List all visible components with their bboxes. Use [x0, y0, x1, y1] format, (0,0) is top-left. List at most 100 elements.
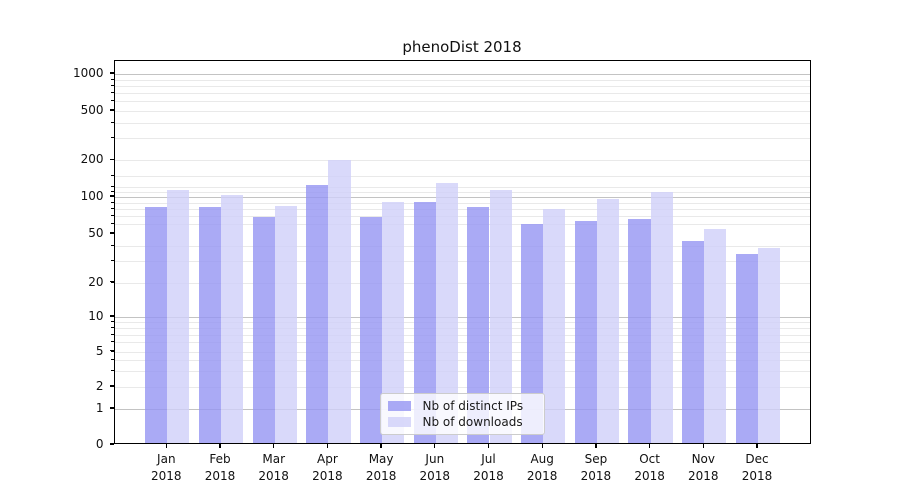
- bar-downloads: [704, 228, 727, 443]
- y-tick-mark: [109, 109, 114, 111]
- minor-gridline: [114, 282, 810, 284]
- x-tick-mark: [487, 444, 490, 448]
- bar-distinct-ips: [467, 206, 490, 443]
- y-tick-mark: [109, 232, 114, 234]
- x-tick-year: 2018: [634, 469, 665, 483]
- bar-downloads: [435, 183, 458, 443]
- x-tick-year: 2018: [526, 469, 558, 483]
- bar-distinct-ips: [306, 185, 329, 443]
- y-minor-tick-mark: [111, 78, 114, 80]
- minor-gridline: [114, 245, 810, 247]
- x-tick-year: 2018: [204, 469, 236, 483]
- bar-distinct-ips: [682, 241, 705, 443]
- y-tick-label: 1000: [72, 66, 104, 80]
- x-tick-label: Apr 2018: [299, 451, 355, 485]
- minor-gridline: [114, 93, 810, 95]
- x-tick-mark: [595, 444, 597, 448]
- x-tick-month: Nov: [691, 452, 715, 466]
- minor-gridline: [114, 138, 810, 140]
- x-tick-label: Dec 2018: [729, 451, 785, 485]
- minor-gridline: [114, 175, 810, 177]
- y-tick-label: 10: [88, 309, 104, 323]
- bar-distinct-ips: [574, 220, 597, 443]
- y-tick-mark: [109, 349, 114, 352]
- y-minor-tick-mark: [111, 370, 114, 372]
- x-tick-year: 2018: [258, 469, 289, 483]
- y-tick-label: 50: [88, 226, 104, 240]
- x-tick-year: 2018: [365, 469, 397, 483]
- x-tick-year: 2018: [580, 469, 612, 483]
- x-tick-mark: [165, 444, 167, 448]
- y-minor-tick-mark: [111, 92, 114, 94]
- y-minor-tick-mark: [111, 110, 114, 111]
- minor-gridline: [114, 334, 810, 336]
- y-minor-tick-mark: [111, 223, 114, 225]
- minor-gridline: [114, 187, 810, 189]
- y-tick-mark: [109, 443, 114, 445]
- y-minor-tick-mark: [111, 386, 114, 387]
- minor-gridline: [114, 101, 810, 103]
- x-tick-mark: [219, 444, 221, 448]
- y-minor-tick-mark: [111, 201, 114, 203]
- x-tick-label: Jul 2018: [461, 451, 517, 485]
- legend-item-downloads: Nb of downloads: [387, 414, 536, 430]
- minor-gridline: [114, 160, 810, 162]
- y-tick-label: 0: [95, 437, 104, 451]
- y-minor-tick-mark: [111, 100, 114, 102]
- bar-downloads: [489, 189, 512, 443]
- bar-distinct-ips: [359, 217, 383, 443]
- x-tick-mark: [380, 444, 382, 448]
- x-tick-mark: [434, 444, 436, 448]
- y-tick-mark: [109, 158, 114, 160]
- x-tick-label: Jan 2018: [138, 451, 194, 485]
- bar-distinct-ips: [145, 206, 168, 443]
- x-tick-month: Mar: [262, 452, 285, 466]
- minor-gridline: [114, 342, 810, 344]
- legend-swatch: [387, 417, 411, 428]
- y-tick-label: 100: [80, 189, 104, 203]
- x-tick-mark: [541, 444, 543, 448]
- x-tick-mark: [756, 444, 758, 448]
- minor-gridline: [114, 322, 810, 324]
- legend-label: Nb of distinct IPs: [422, 399, 524, 414]
- minor-gridline: [114, 261, 810, 263]
- legend-swatch: [387, 401, 411, 412]
- x-tick-month: Dec: [745, 452, 769, 466]
- minor-gridline: [114, 224, 810, 226]
- bar-distinct-ips: [198, 206, 221, 443]
- y-tick-label: 2: [95, 379, 104, 393]
- minor-gridline: [114, 123, 810, 124]
- x-tick-month: Oct: [639, 452, 660, 466]
- x-tick-label: Aug 2018: [514, 451, 570, 485]
- major-gridline: [114, 74, 810, 75]
- bar-downloads: [758, 247, 781, 443]
- x-tick-year: 2018: [688, 469, 719, 483]
- x-tick-year: 2018: [419, 469, 451, 483]
- x-tick-label: Jun 2018: [407, 451, 463, 485]
- x-tick-label: Sep 2018: [568, 451, 624, 485]
- y-minor-tick-mark: [111, 359, 114, 361]
- y-minor-tick-mark: [111, 215, 114, 217]
- x-tick-month: Jun: [425, 452, 445, 466]
- y-minor-tick-mark: [111, 84, 114, 86]
- major-gridline: [114, 197, 810, 198]
- minor-gridline: [114, 202, 810, 204]
- bar-downloads: [328, 160, 351, 443]
- x-tick-year: 2018: [312, 469, 343, 483]
- bar-downloads: [382, 201, 405, 443]
- legend-label: Nb of downloads: [422, 415, 523, 430]
- minor-gridline: [114, 328, 810, 330]
- bar-downloads: [221, 195, 244, 443]
- bar-downloads: [167, 189, 190, 443]
- x-tick-month: Sep: [584, 452, 608, 466]
- x-tick-label: Oct 2018: [622, 451, 678, 485]
- x-tick-month: Apr: [317, 452, 338, 466]
- bar-distinct-ips: [735, 254, 758, 443]
- y-minor-tick-mark: [111, 207, 114, 209]
- x-tick-month: May: [368, 452, 394, 466]
- y-tick-label: 5: [95, 343, 104, 358]
- y-tick-mark: [109, 385, 114, 387]
- minor-gridline: [114, 208, 810, 210]
- x-tick-month: Jul: [481, 452, 496, 466]
